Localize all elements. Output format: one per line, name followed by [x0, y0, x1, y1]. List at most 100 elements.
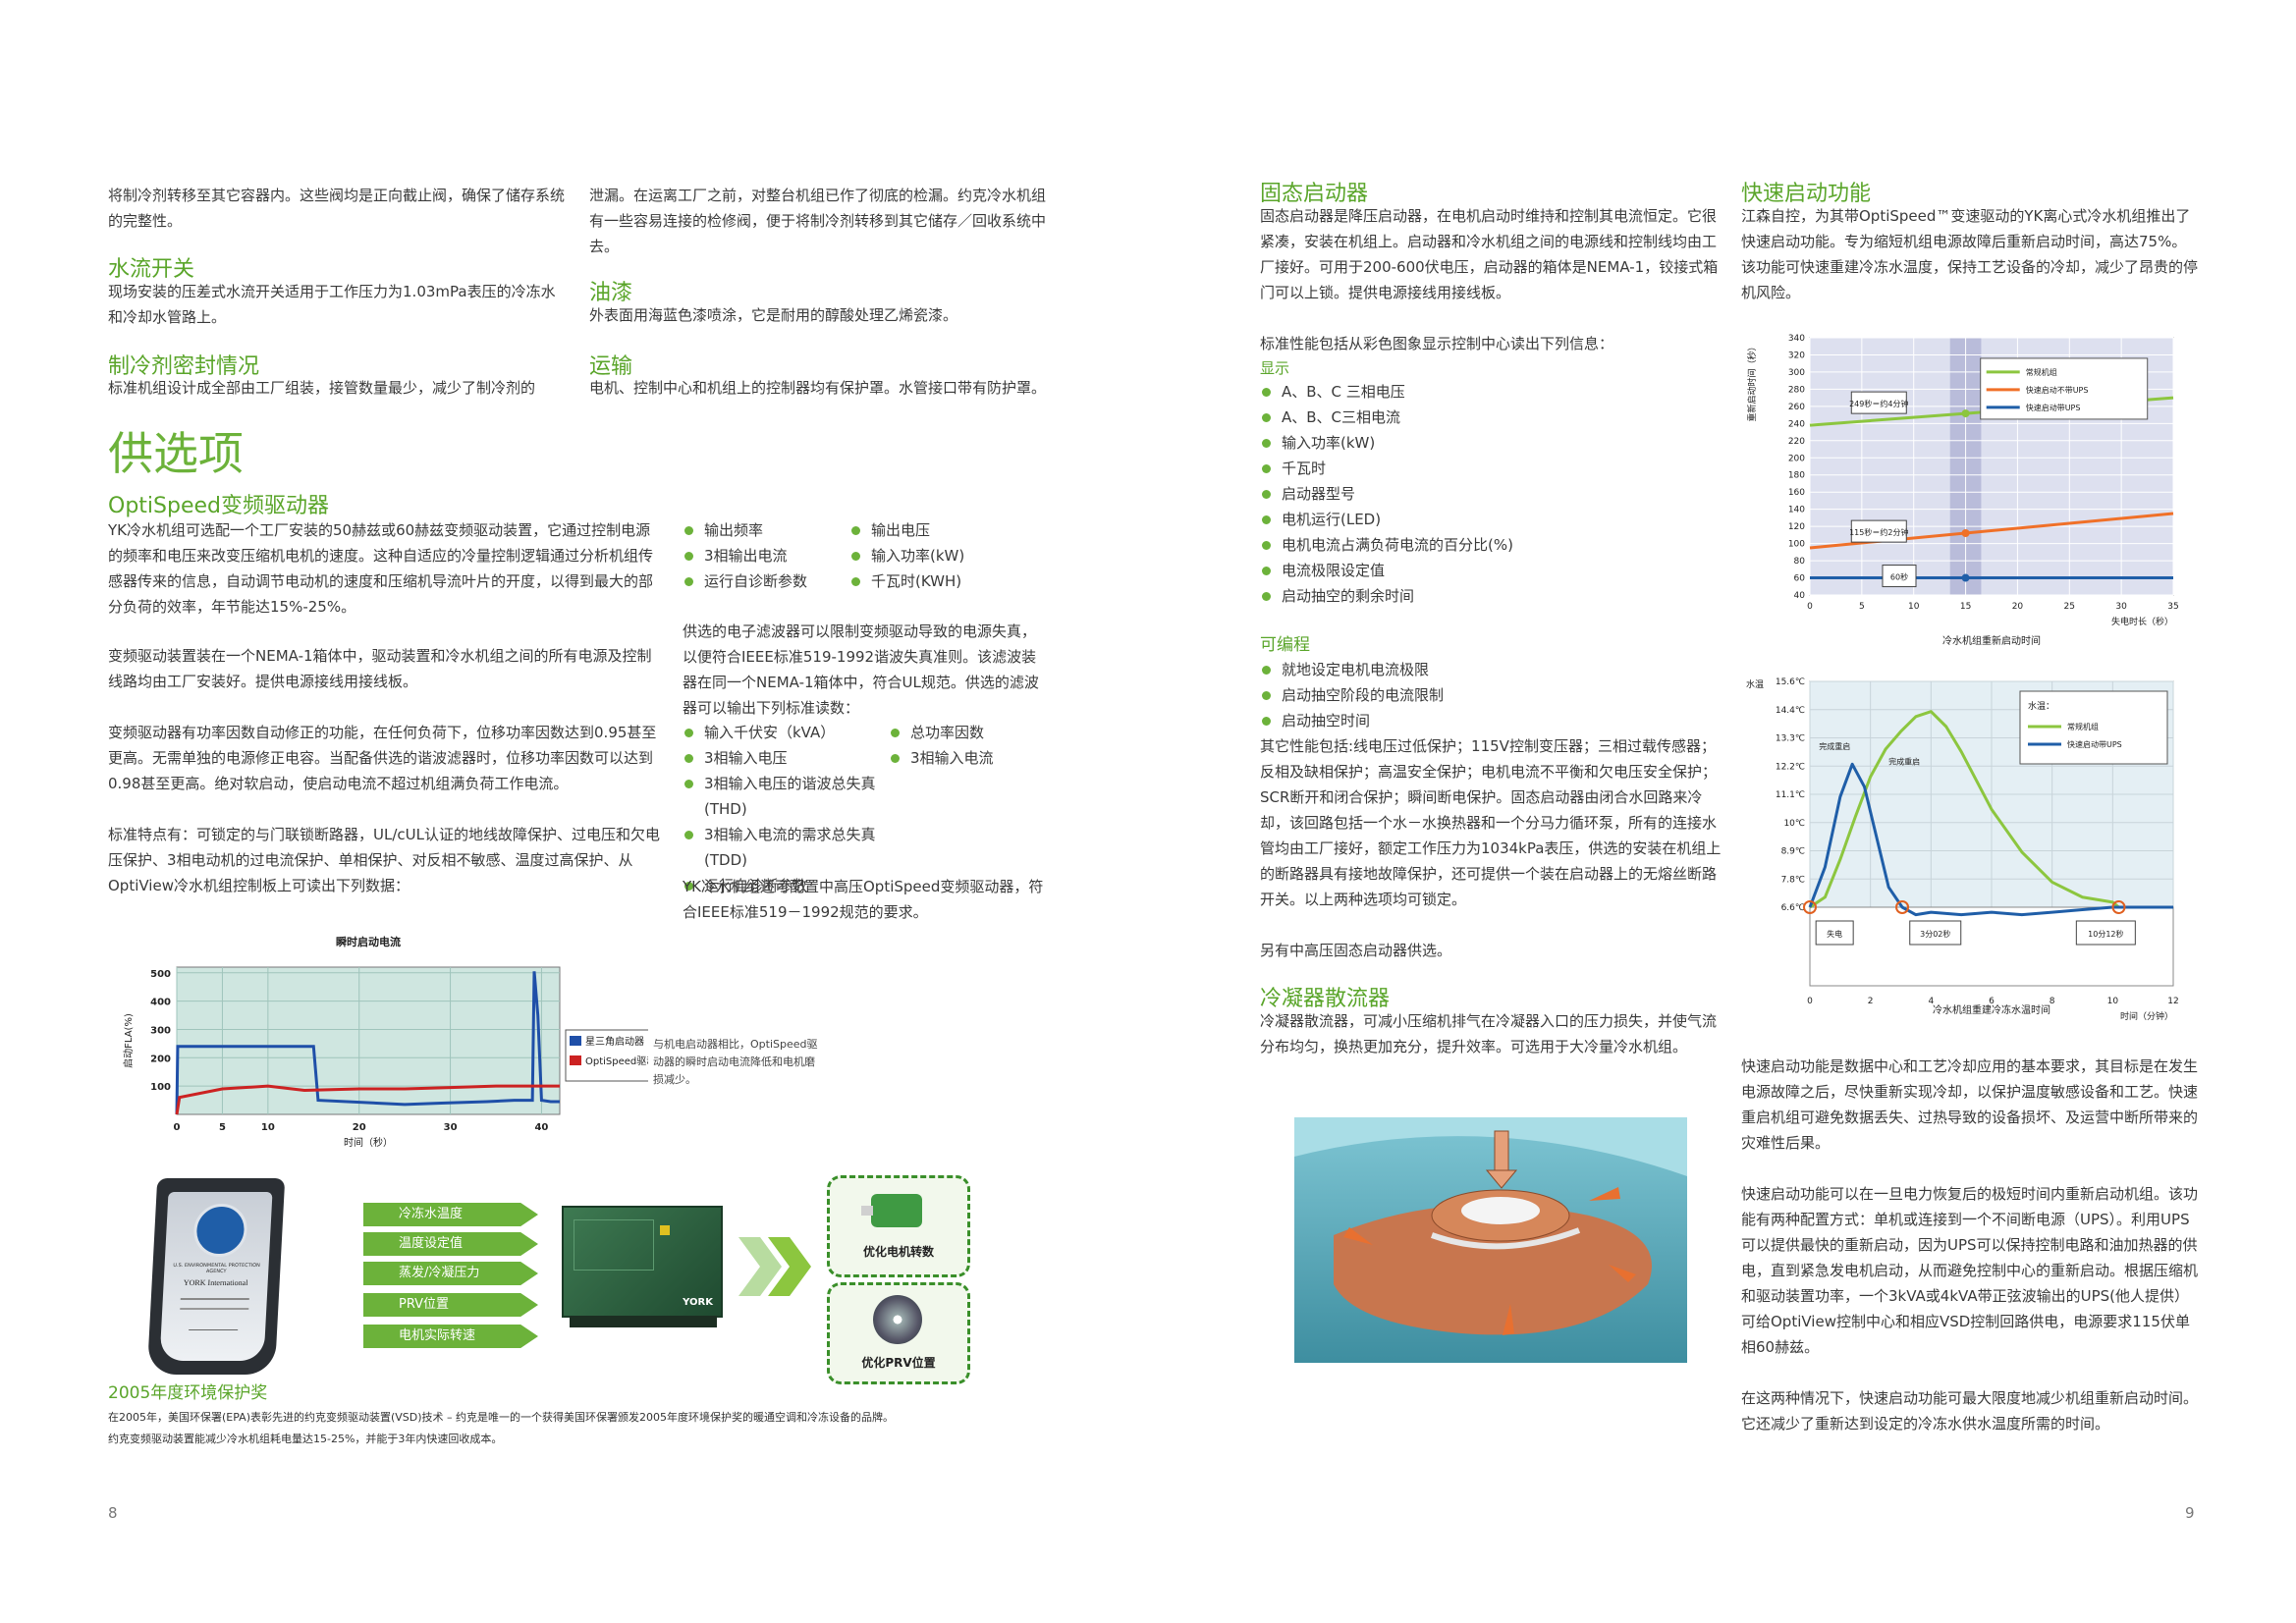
x-tick-label: 10 [1908, 602, 1920, 612]
data-point [1961, 528, 1970, 537]
display-title: 显示 [1260, 359, 1290, 377]
legend-title: 水温： [2028, 700, 2054, 712]
quick-start-p3: 快速启动功能可以在一旦电力恢复后的极短时间内重新启动机组。该功能有两种配置方式：… [1741, 1185, 2199, 1356]
data-point [1961, 409, 1970, 418]
solid-state-title: 固态启动器 [1260, 182, 1369, 206]
y-axis-label: 重新启动时间（秒） [1746, 342, 1758, 421]
award-plaque: U.S. ENVIRONMENTAL PROTECTION AGENCY YOR… [146, 1178, 286, 1375]
y-tick-label: 60 [1794, 574, 1806, 584]
x-axis-label: 时间（分钟） [2120, 1010, 2173, 1021]
list-item: 输入功率(kW) [849, 543, 1046, 568]
y-tick-label: 12.2℃ [1776, 762, 1805, 772]
legend-label: 快速启动带UPS [2026, 403, 2081, 412]
y-tick-label: 40 [1794, 591, 1806, 601]
y-tick-label: 7.8℃ [1781, 875, 1805, 885]
legend-swatch [570, 1055, 581, 1065]
annotation-label: 完成重启 [1819, 741, 1850, 751]
list-item: 启动抽空的剩余时间 [1260, 583, 1712, 609]
solid-state-p1: 固态启动器是降压启动器，在电机启动时维持和控制其电流恒定。它很紧凑，安装在机组上… [1260, 207, 1719, 301]
y-tick-label: 80 [1794, 557, 1806, 567]
x-tick-label: 0 [174, 1122, 181, 1133]
y-tick-label: 140 [1788, 506, 1805, 515]
x-tick-label: 35 [2167, 602, 2178, 612]
y-tick-label: 6.6℃ [1781, 903, 1805, 913]
list-item: 电流极限设定值 [1260, 558, 1712, 583]
quick-start-p4: 在这两种情况下，快速启动功能可最大限度地减少机组重新启动时间。它还减少了重新达到… [1741, 1389, 2199, 1433]
list-item: A、B、C三相电流 [1260, 405, 1712, 430]
list-item: A、B、C 三相电压 [1260, 379, 1712, 405]
y-axis-label: 启动FLA(%) [122, 1013, 135, 1068]
list-item: 输出电压 [849, 517, 1046, 543]
paint-title: 油漆 [589, 281, 633, 305]
y-tick-label: 300 [1788, 368, 1805, 378]
list-item: 运行自诊断参数 [683, 568, 849, 594]
list-item: 3相输入电流的需求总失真(TDD) [683, 822, 908, 873]
event-marker [1803, 900, 1817, 914]
legend-swatch [570, 1036, 581, 1046]
optimize-prv-box: 优化PRV位置 [827, 1282, 970, 1384]
vsd-p3: 变频驱动器有功率因数自动修正的功能，在任何负荷下，位移功率因数达到0.95甚至更… [108, 724, 657, 792]
list-item: 千瓦时 [1260, 456, 1712, 481]
annotation-label: 249秒＝约4分钟 [1849, 399, 1908, 408]
y-tick-label: 10℃ [1783, 819, 1805, 829]
x-tick-label: 8 [2050, 997, 2055, 1006]
plaque-sub: U.S. ENVIRONMENTAL PROTECTION AGENCY [173, 1263, 261, 1274]
chart-title: 瞬时启动电流 [336, 935, 401, 948]
flow-item: 冷冻水温度 [363, 1203, 538, 1226]
col2-intro: 泄漏。在运离工厂之前，对整台机组已作了彻底的检漏。约克冷水机组有一些容易连接的检… [589, 187, 1047, 255]
x-tick-label: 20 [353, 1122, 366, 1133]
indicator-light-icon [660, 1225, 670, 1235]
double-chevron-icon [738, 1237, 811, 1296]
quick-start-p2: 快速启动功能是数据中心和工艺冷却应用的基本要求，其目标是在发生电源故障之后，尽快… [1741, 1057, 2199, 1152]
y-tick-label: 15.6℃ [1776, 677, 1805, 687]
chart-title: 冷水机组重建冷冻水温时间 [1933, 1003, 2050, 1016]
annotation-label: 10分12秒 [2088, 929, 2123, 939]
legend-label: 快速启动带UPS [2067, 739, 2122, 749]
epa-seal-icon [192, 1204, 248, 1257]
york-logo: YORK [683, 1297, 713, 1308]
annotation-label: 3分02秒 [1920, 929, 1950, 939]
paint-text: 外表面用海蓝色漆喷涂，它是耐用的醇酸处理乙烯瓷漆。 [589, 306, 958, 324]
award-p2: 约克变频驱动装置能减少冷水机组耗电量达15-25%，并能于3年内快速回收成本。 [108, 1433, 503, 1445]
data-point [1961, 573, 1970, 582]
legend-label: 常规机组 [2026, 367, 2057, 377]
legend-label: 常规机组 [2067, 722, 2099, 731]
event-marker [1895, 900, 1910, 914]
x-tick-label: 30 [444, 1122, 458, 1133]
y-tick-label: 300 [150, 1025, 171, 1036]
annotation-box [2075, 920, 2136, 946]
annotation-box [1850, 391, 1907, 414]
seal-text: 标准机组设计成全部由工厂组装，接管数量最少，减少了制冷剂的 [108, 379, 536, 397]
solid-state-p2: 标准性能包括从彩色图象显示控制中心读出下列信息： [1260, 335, 1614, 352]
y-tick-label: 260 [1788, 403, 1805, 412]
flow-item: PRV位置 [363, 1293, 538, 1317]
optimize-motor-box: 优化电机转数 [827, 1175, 970, 1277]
y-tick-label: 14.4℃ [1776, 706, 1805, 716]
solid-state-p4: 另有中高压固态启动器供选。 [1260, 942, 1452, 959]
x-tick-label: 10 [2107, 997, 2119, 1006]
list-item: 3相输入电压的谐波总失真(THD) [683, 771, 908, 822]
y-tick-label: 100 [150, 1082, 171, 1093]
mv-paragraph: YK冷水机组还可配置中高压OptiSpeed变频驱动器，符合IEEE标准519－… [683, 878, 1044, 921]
list-item: 启动抽空阶段的电流限制 [1260, 682, 1712, 708]
x-tick-label: 5 [219, 1122, 226, 1133]
x-tick-label: 25 [2064, 602, 2075, 612]
chart-title: 冷水机组重新启动时间 [1942, 634, 2041, 647]
x-tick-label: 12 [2167, 997, 2178, 1006]
series-line [1808, 762, 2173, 917]
condenser-paragraph: 冷凝器散流器，可减小压缩机排气在冷凝器入口的压力损失，并使气流分布均匀，换热更加… [1260, 1012, 1718, 1055]
y-tick-label: 240 [1788, 419, 1805, 429]
flow-item: 温度设定值 [363, 1232, 538, 1256]
event-marker [2111, 900, 2126, 914]
vsd-p2: 变频驱动装置装在一个NEMA-1箱体中，驱动装置和冷水机组之间的所有电源及控制线… [108, 647, 652, 690]
annotation-box [1850, 519, 1907, 543]
plot-area [176, 966, 561, 1115]
start-current-note: 与机电启动器相比，OptiSpeed驱动器的瞬时启动电流降低和电机磨损减少。 [653, 1038, 818, 1086]
condenser-title: 冷凝器散流器 [1260, 987, 1391, 1011]
ship-text: 电机、控制中心和机组上的控制器均有保护罩。水管接口带有防护罩。 [589, 379, 1047, 397]
x-tick-label: 30 [2115, 602, 2127, 612]
y-tick-label: 280 [1788, 385, 1805, 395]
x-tick-label: 40 [534, 1122, 548, 1133]
list-item: 3相输入电流 [889, 745, 1046, 771]
y-tick-label: 160 [1788, 488, 1805, 498]
